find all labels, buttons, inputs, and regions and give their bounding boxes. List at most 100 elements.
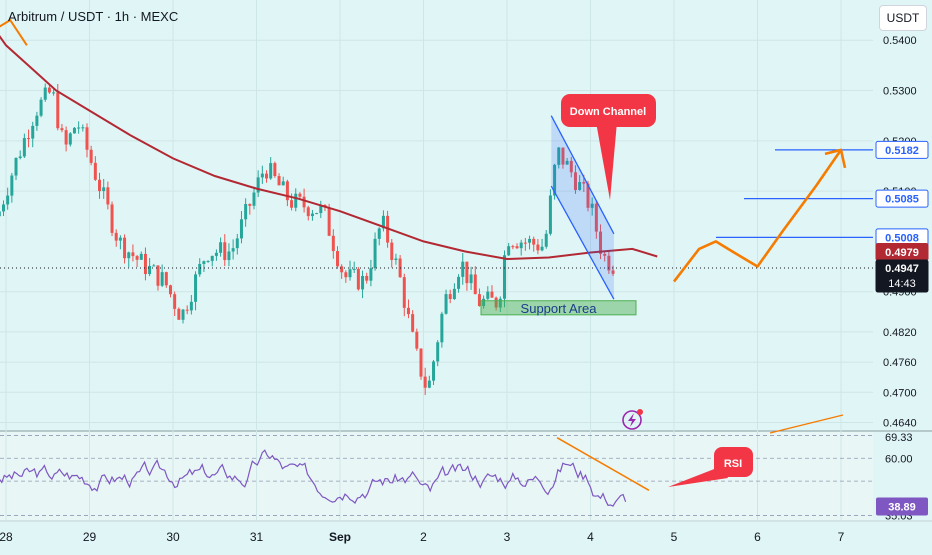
channel-lower-line [550, 185, 615, 300]
candle-body [448, 294, 452, 299]
candle-body [553, 164, 557, 196]
trend-line [769, 414, 844, 434]
moving-average-line [0, 35, 658, 261]
candle-body [244, 204, 248, 220]
candle-body [361, 275, 365, 290]
candle-body [152, 265, 156, 267]
candle-body [85, 127, 89, 150]
candle-body [599, 231, 603, 254]
rsi-callout: RSI [668, 447, 753, 487]
candle-body [177, 308, 181, 320]
candle-body [0, 211, 1, 217]
time-tick-label: 30 [166, 530, 180, 544]
candle-body [402, 277, 406, 308]
candle-body [123, 237, 127, 259]
candle-body [578, 182, 582, 190]
candle-body [436, 342, 440, 362]
candle-body [502, 255, 506, 299]
candle-body [256, 177, 260, 193]
swing-line [0, 18, 28, 46]
candle-body [56, 92, 60, 129]
support-area-label: Support Area [521, 301, 598, 316]
rsi-callout-text: RSI [724, 458, 742, 470]
candle-body [181, 309, 185, 320]
candle-body [490, 291, 494, 298]
candle-body [27, 138, 31, 140]
candle-body [164, 272, 168, 286]
candle-body [1, 204, 5, 212]
candles [0, 83, 615, 396]
price-label-box [875, 189, 929, 208]
candle-body [469, 274, 473, 284]
time-tick-label: 5 [671, 530, 678, 544]
time-tick-label: 4 [587, 530, 594, 544]
candle-body [528, 238, 532, 243]
price-label-level: 0.5182 [885, 145, 919, 157]
candle-body [131, 252, 135, 257]
candle-body [98, 179, 102, 192]
candle-body [377, 228, 381, 239]
candle-body [269, 163, 273, 179]
rsi-tick-label: 69.33 [885, 432, 913, 444]
candle-body [118, 237, 122, 241]
candle-body [548, 195, 552, 234]
candle-body [156, 265, 160, 286]
candle-body [52, 92, 56, 94]
candle-body [310, 213, 314, 217]
candle-body [260, 173, 264, 178]
candle-body [365, 275, 369, 281]
price-label-box [875, 259, 929, 293]
candle-body [444, 294, 448, 314]
grid [0, 0, 873, 521]
rsi-value-box [876, 497, 928, 516]
candle-body [561, 147, 565, 165]
candle-body [14, 157, 18, 176]
candle-body [611, 270, 615, 274]
price-tick-label: 0.4760 [883, 357, 917, 369]
callout-box [561, 94, 656, 127]
channel-upper-line [550, 115, 615, 235]
callout-pointer [596, 122, 617, 200]
candle-body [206, 260, 210, 262]
lightning-icon-ring [622, 410, 642, 430]
support-area-box [480, 300, 637, 316]
down-channel-callout: Down Channel [561, 94, 656, 200]
candle-body [60, 128, 64, 131]
candle-body [603, 253, 607, 256]
price-tick-label: 0.5300 [883, 86, 917, 98]
candle-body [411, 314, 415, 332]
candle-body [452, 288, 456, 299]
candle-body [519, 242, 523, 249]
price-label-level: 0.5008 [885, 232, 919, 244]
candle-body [352, 268, 356, 270]
candle-body [473, 274, 477, 295]
candle-body [315, 213, 319, 215]
time-tick-label: 28 [0, 530, 13, 544]
candle-body [173, 294, 177, 309]
candle-body [281, 181, 285, 186]
time-tick-label: 6 [754, 530, 761, 544]
currency-button[interactable]: USDT [879, 5, 927, 31]
candle-body [185, 309, 189, 311]
candle-body [35, 115, 39, 126]
candle-body [6, 195, 10, 205]
time-tick-label: 3 [504, 530, 511, 544]
projection-path [672, 149, 843, 283]
candle-body [143, 253, 147, 275]
candle-body [64, 130, 68, 145]
candle-body [344, 272, 348, 278]
candle-body [231, 248, 235, 252]
candle-body [427, 380, 431, 388]
candle-body [477, 294, 481, 307]
price-tick-label: 0.4820 [883, 327, 917, 339]
chart-title: Arbitrum / USDT · 1h · MEXC [8, 9, 179, 24]
candle-body [248, 204, 252, 206]
candle-body [586, 183, 590, 208]
time-tick-label: 31 [250, 530, 264, 544]
time-axis: 28 29 30 31 Sep 2 3 4 5 6 7 [0, 530, 845, 544]
candle-body [440, 313, 444, 343]
candle-body [210, 255, 214, 261]
